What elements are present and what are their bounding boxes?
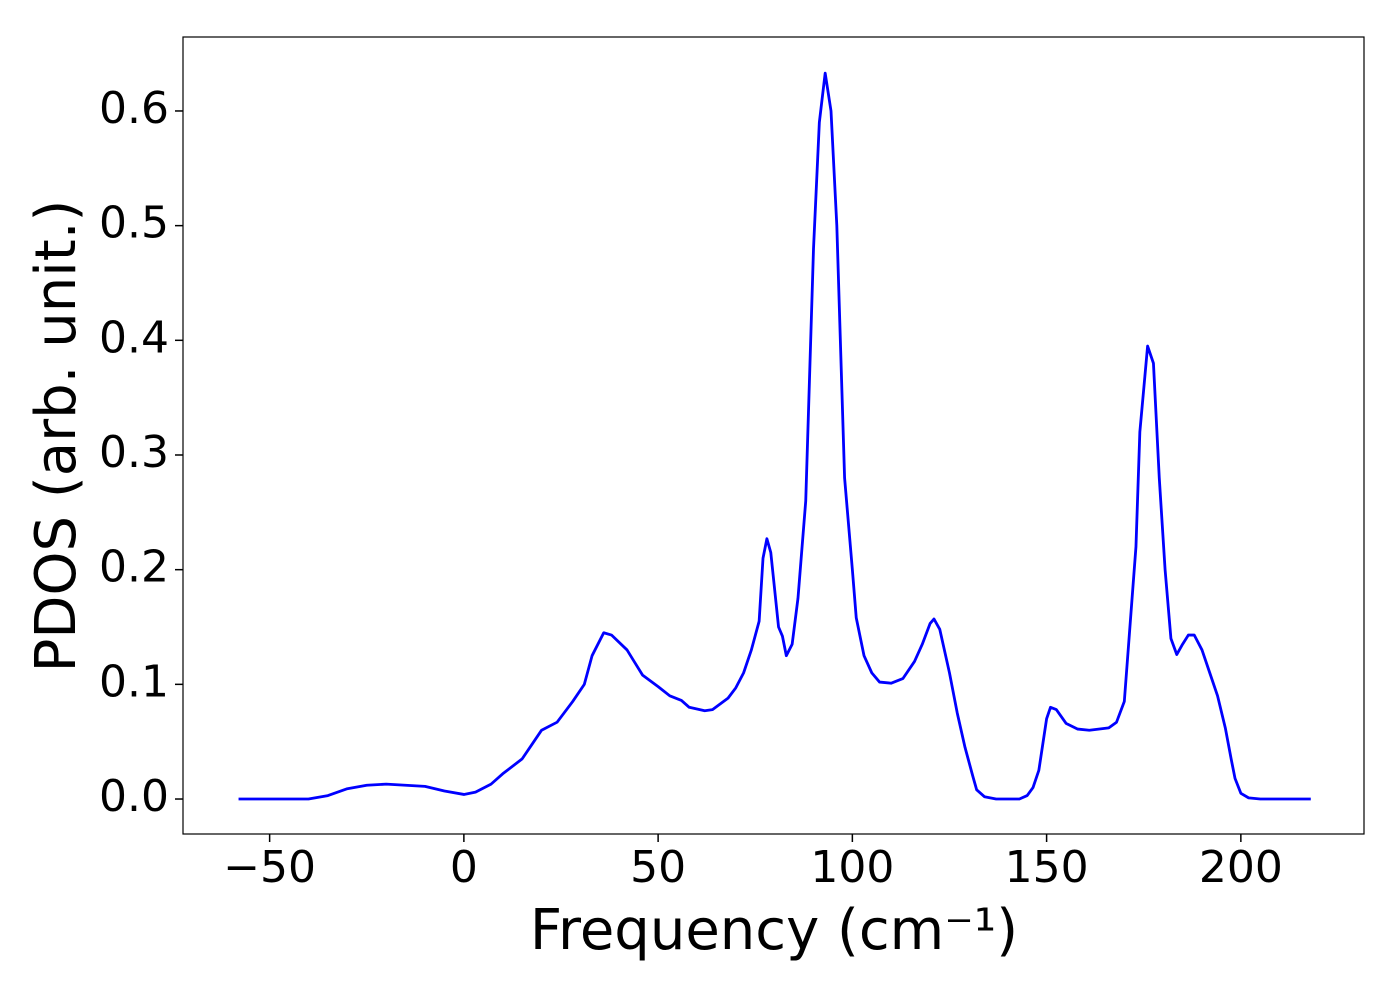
x-tick-label: 50 — [630, 842, 686, 893]
y-axis-label: PDOS (arb. unit.) — [24, 200, 89, 673]
x-tick-label: −50 — [223, 842, 316, 893]
y-tick-label: 0.3 — [99, 427, 169, 478]
x-tick-label: 0 — [450, 842, 478, 893]
x-axis-label: Frequency (cm⁻¹) — [530, 898, 1018, 963]
x-tick-label: 200 — [1199, 842, 1283, 893]
x-tick-label: 150 — [1005, 842, 1089, 893]
y-tick-label: 0.4 — [99, 312, 169, 363]
y-tick-label: 0.5 — [99, 198, 169, 249]
y-tick-label: 0.1 — [99, 656, 169, 707]
y-tick-label: 0.6 — [99, 83, 169, 134]
x-tick-label: 100 — [810, 842, 894, 893]
y-tick-label: 0.0 — [99, 771, 169, 822]
data-line — [238, 71, 1311, 801]
y-tick-label: 0.2 — [99, 542, 169, 593]
plot-frame — [182, 36, 1365, 835]
